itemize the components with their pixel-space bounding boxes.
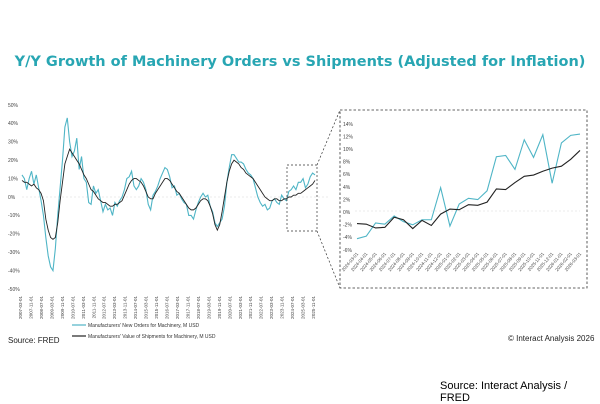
legend-orders-label: Manufacturers' New Orders for Machinery,… xyxy=(88,323,200,329)
main-x-tick-label: 2008-07-01 xyxy=(39,296,44,320)
inset-y-tick-label: -2% xyxy=(343,223,352,229)
main-y-tick-label: 0% xyxy=(8,195,16,201)
main-x-tick-label: 2019-11-01 xyxy=(217,296,222,319)
main-x-tick-label: 2020-07-01 xyxy=(227,296,232,320)
main-x-tick-label: 2012-07-01 xyxy=(102,296,107,320)
inset-shipments-line xyxy=(356,150,581,230)
chart-title: Y/Y Growth of Machinery Orders vs Shipme… xyxy=(14,54,586,70)
inset-frame xyxy=(339,109,588,289)
main-x-tick-label: 2011-03-01 xyxy=(81,296,86,319)
main-x-tick-label: 2015-11-01 xyxy=(154,296,159,319)
copyright-credit: © Interact Analysis 2026 xyxy=(508,334,595,343)
inset-y-tick-label: 6% xyxy=(343,172,351,178)
source-footer: Source: Interact Analysis / FRED xyxy=(440,380,568,404)
inset-y-tick-label: -4% xyxy=(343,235,352,241)
legend: Manufacturers' New Orders for Machinery,… xyxy=(72,323,216,340)
main-x-tick-label: 2021-03-01 xyxy=(238,296,243,320)
main-x-tick-label: 2022-07-01 xyxy=(259,296,264,320)
inset-y-tick-label: 2% xyxy=(343,197,351,203)
inset-y-tick-label: 10% xyxy=(343,147,354,153)
inset-y-tick-label: 4% xyxy=(343,185,351,191)
main-y-tick-label: -40% xyxy=(8,268,20,274)
main-x-tick-label: 2018-07-01 xyxy=(196,296,201,320)
main-orders-line xyxy=(21,117,316,273)
main-x-tick-label: 2016-07-01 xyxy=(165,296,170,320)
inset-y-tick-label: 12% xyxy=(343,134,354,140)
main-y-tick-label: -30% xyxy=(8,250,20,256)
source-label: Source: FRED xyxy=(8,336,60,345)
main-x-tick-label: 2014-07-01 xyxy=(133,296,138,320)
main-y-tick-label: -10% xyxy=(8,213,20,219)
main-x-tick-label: 2009-03-01 xyxy=(49,296,54,320)
main-shipments-line xyxy=(21,148,316,240)
inset-y-tick-label: -6% xyxy=(343,248,352,254)
main-x-tick-label: 2007-03-01 xyxy=(18,296,23,320)
main-y-tick-label: 30% xyxy=(8,140,19,146)
main-x-tick-label: 2025-03-01 xyxy=(301,296,306,320)
inset-y-tick-label: 14% xyxy=(343,122,354,128)
inset-y-tick-label: 8% xyxy=(343,160,351,166)
main-x-tick-label: 2007-11-01 xyxy=(28,296,33,319)
zoom-connector-top xyxy=(316,109,341,166)
inset-y-tick-label: 0% xyxy=(343,210,351,216)
main-y-tick-label: 50% xyxy=(8,103,19,109)
main-x-tick-label: 2017-11-01 xyxy=(185,296,190,319)
main-y-tick-label: 20% xyxy=(8,158,19,164)
main-x-tick-label: 2010-07-01 xyxy=(70,296,75,320)
main-x-tick-label: 2019-03-01 xyxy=(206,296,211,320)
inset-orders-line xyxy=(356,132,581,240)
main-x-tick-label: 2009-11-01 xyxy=(60,296,65,319)
main-x-tick-label: 2017-03-01 xyxy=(175,296,180,320)
main-x-tick-label: 2023-03-01 xyxy=(269,296,274,320)
main-x-tick-label: 2023-11-01 xyxy=(280,296,285,319)
main-y-tick-label: 10% xyxy=(8,176,19,182)
main-x-tick-label: 2021-11-01 xyxy=(248,296,253,319)
main-x-tick-label: 2024-07-01 xyxy=(290,296,295,320)
main-y-tick-label: 40% xyxy=(8,121,19,127)
main-y-tick-label: -20% xyxy=(8,232,20,238)
main-x-tick-label: 2013-03-01 xyxy=(112,296,117,320)
legend-shipments-label: Manufacturers' Value of Shipments for Ma… xyxy=(88,334,216,340)
main-x-tick-label: 2011-11-01 xyxy=(91,296,96,319)
main-x-tick-label: 2015-03-01 xyxy=(144,296,149,320)
main-x-tick-label: 2013-11-01 xyxy=(123,296,128,319)
main-y-tick-label: -50% xyxy=(8,287,20,293)
main-x-tick-label: 2025-11-01 xyxy=(311,296,316,319)
